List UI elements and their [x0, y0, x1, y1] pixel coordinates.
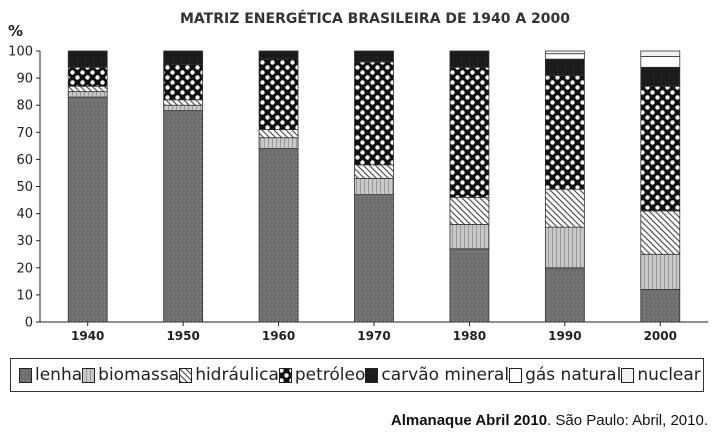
legend-label: biomassa	[98, 365, 180, 385]
legend-label: hidráulica	[195, 365, 279, 385]
legend-label: carvão mineral	[381, 365, 510, 385]
legend: lenha biomassa hidráulica petróleo carvão mi…	[10, 358, 704, 392]
y-tick-label: 50	[16, 180, 33, 195]
bar-segment	[258, 137, 299, 149]
legend-item: lenha	[19, 365, 82, 385]
x-tick-label: 1980	[453, 329, 486, 343]
legend-item: petróleo	[278, 365, 366, 385]
x-tick-label: 1970	[357, 329, 390, 343]
bar-segment	[544, 53, 585, 60]
bar-segment	[354, 194, 394, 323]
legend-swatch	[509, 367, 523, 383]
bar-segment	[354, 177, 394, 196]
bar-segment	[67, 91, 108, 98]
bar-segment	[258, 50, 299, 60]
y-tick-label: 0	[25, 316, 33, 331]
bar-segment	[544, 267, 585, 323]
legend-label: gás natural	[525, 365, 622, 385]
legend-swatch	[621, 367, 635, 383]
bar-segment	[640, 66, 681, 87]
bar-segment	[640, 289, 681, 323]
legend-label: nuclear	[637, 365, 701, 385]
legend-item: nuclear	[621, 365, 701, 385]
bar-segment	[354, 164, 394, 179]
bar-segment	[544, 188, 585, 228]
x-tick-label: 1960	[262, 329, 295, 343]
bar-segment	[449, 224, 490, 250]
legend-swatch	[19, 367, 32, 383]
legend-swatch	[278, 367, 292, 383]
y-axis-unit: %	[8, 22, 23, 40]
legend-swatch	[82, 367, 96, 383]
legend-label: lenha	[35, 365, 83, 385]
x-tick-label: 2000	[644, 329, 677, 343]
legend-item: biomassa	[82, 365, 179, 385]
legend-label: petróleo	[294, 365, 366, 385]
bar-segment	[640, 85, 681, 212]
bar-segment	[67, 85, 108, 93]
bar-segment	[449, 196, 490, 225]
y-tick-label: 80	[16, 99, 33, 114]
source-title: Almanaque Abril 2010	[390, 412, 548, 429]
bar-segment	[449, 66, 490, 198]
bar-segment	[163, 99, 204, 106]
bar-segment	[449, 248, 490, 323]
x-tick-label: 1940	[71, 329, 104, 343]
chart: MATRIZ ENERGÉTICA BRASILEIRA DE 1940 A 2…	[8, 10, 708, 343]
legend-swatch	[179, 367, 193, 383]
bar-segment	[544, 226, 585, 269]
bar-segment	[640, 50, 681, 57]
chart-title: MATRIZ ENERGÉTICA BRASILEIRA DE 1940 A 2…	[180, 10, 570, 27]
axes: 0 10 20 30 40 50 60 70 80 90 100 1940 1950 1960 1970 19…	[8, 45, 708, 343]
bar-segment	[67, 66, 108, 87]
y-tick-label: 10	[16, 288, 33, 303]
x-tick-label: 1950	[166, 329, 199, 343]
bar-segment	[67, 50, 108, 68]
bar-segment	[163, 64, 204, 101]
bar-segment	[544, 50, 585, 55]
bar-segment	[544, 58, 585, 76]
bar-segment	[354, 50, 394, 63]
bar-segment	[640, 253, 681, 290]
bar-segment	[258, 58, 299, 130]
y-tick-label: 70	[16, 126, 33, 141]
bar-segment	[449, 50, 490, 68]
bar-segment	[163, 110, 204, 323]
source-details: . São Paulo: Abril, 2010.	[547, 412, 708, 429]
bar-segment	[640, 210, 681, 255]
y-tick-label: 90	[16, 72, 33, 87]
y-tick-label: 30	[16, 234, 33, 249]
source-citation: Almanaque Abril 2010. São Paulo: Abril, …	[391, 412, 708, 429]
legend-item: hidráulica	[179, 365, 279, 385]
bar-segment	[544, 74, 585, 190]
bar-segment	[354, 61, 394, 166]
y-tick-label: 40	[16, 207, 33, 222]
bar-segment	[67, 96, 108, 323]
bar-segment	[640, 56, 681, 68]
y-tick-label: 100	[8, 45, 33, 60]
y-tick-label: 60	[16, 153, 33, 168]
bar-segment	[258, 129, 299, 139]
bar-segment	[163, 50, 204, 65]
bar-segment	[258, 148, 299, 323]
y-tick-label: 20	[16, 261, 33, 276]
x-tick-label: 1990	[548, 329, 581, 343]
legend-swatch	[365, 367, 379, 383]
bars	[67, 50, 681, 323]
bar-segment	[163, 104, 204, 112]
legend-item: carvão mineral	[365, 365, 509, 385]
legend-item: gás natural	[509, 365, 621, 385]
